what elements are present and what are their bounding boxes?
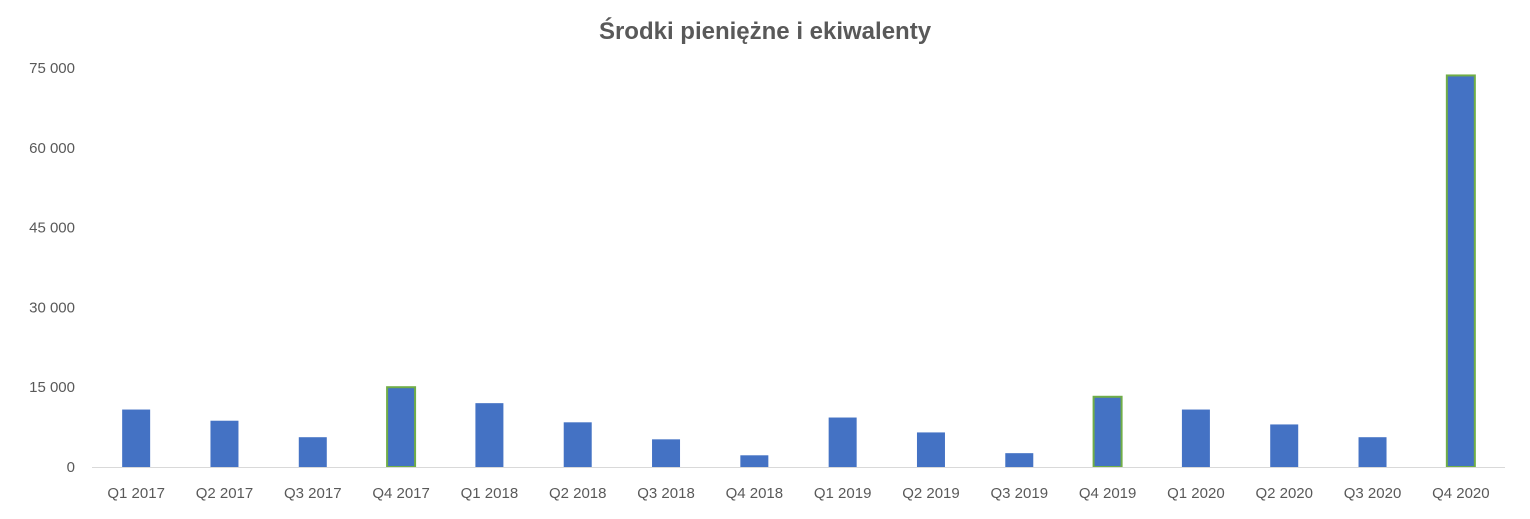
y-tick-label: 0 xyxy=(67,459,75,476)
bar-q1-2020 xyxy=(1181,409,1210,467)
bar-q1-2018 xyxy=(475,403,504,467)
x-tick-label: Q1 2017 xyxy=(107,485,165,502)
x-tick-label: Q3 2019 xyxy=(991,485,1049,502)
bar-q1-2017 xyxy=(122,409,151,467)
bar-q3-2018 xyxy=(652,439,681,467)
bar-q2-2018 xyxy=(563,422,592,467)
x-tick-label: Q4 2019 xyxy=(1079,485,1137,502)
bar-q2-2020 xyxy=(1270,424,1299,467)
x-tick-label: Q1 2019 xyxy=(814,485,872,502)
x-tick-label: Q4 2018 xyxy=(726,485,784,502)
x-axis-labels: Q1 2017 Q2 2017 Q3 2017 Q4 2017 Q1 2018 Q2 20… xyxy=(107,485,1489,502)
x-tick-label: Q4 2017 xyxy=(372,485,430,502)
bar-q4-2018 xyxy=(740,455,769,467)
bar-q4-2017 xyxy=(386,386,417,469)
bar-q2-2019 xyxy=(916,432,945,467)
x-tick-label: Q1 2020 xyxy=(1167,485,1225,502)
bar-q4-2020 xyxy=(1445,74,1476,468)
x-tick-label: Q2 2019 xyxy=(902,485,960,502)
bar-q3-2017 xyxy=(298,437,327,467)
y-tick-label: 60 000 xyxy=(29,140,75,157)
x-tick-label: Q3 2018 xyxy=(637,485,695,502)
y-tick-label: 30 000 xyxy=(29,299,75,316)
y-tick-label: 75 000 xyxy=(29,60,75,77)
bar-q4-2019 xyxy=(1092,395,1123,468)
x-tick-label: Q4 2020 xyxy=(1432,485,1490,502)
y-axis-ticks: 0 15 000 30 000 45 000 60 000 75 000 xyxy=(29,60,75,476)
chart-title: Środki pieniężne i ekiwalenty xyxy=(598,18,932,45)
x-tick-label: Q3 2020 xyxy=(1344,485,1402,502)
bars-group xyxy=(122,74,1476,469)
bar-q3-2020 xyxy=(1358,437,1387,467)
bar-q2-2017 xyxy=(210,420,239,467)
y-tick-label: 45 000 xyxy=(29,220,75,237)
x-tick-label: Q2 2020 xyxy=(1255,485,1313,502)
bar-q3-2019 xyxy=(1005,453,1034,467)
x-tick-label: Q1 2018 xyxy=(461,485,519,502)
x-tick-label: Q2 2018 xyxy=(549,485,607,502)
y-tick-label: 15 000 xyxy=(29,379,75,396)
x-tick-label: Q3 2017 xyxy=(284,485,342,502)
bar-q1-2019 xyxy=(828,417,857,467)
x-tick-label: Q2 2017 xyxy=(196,485,254,502)
